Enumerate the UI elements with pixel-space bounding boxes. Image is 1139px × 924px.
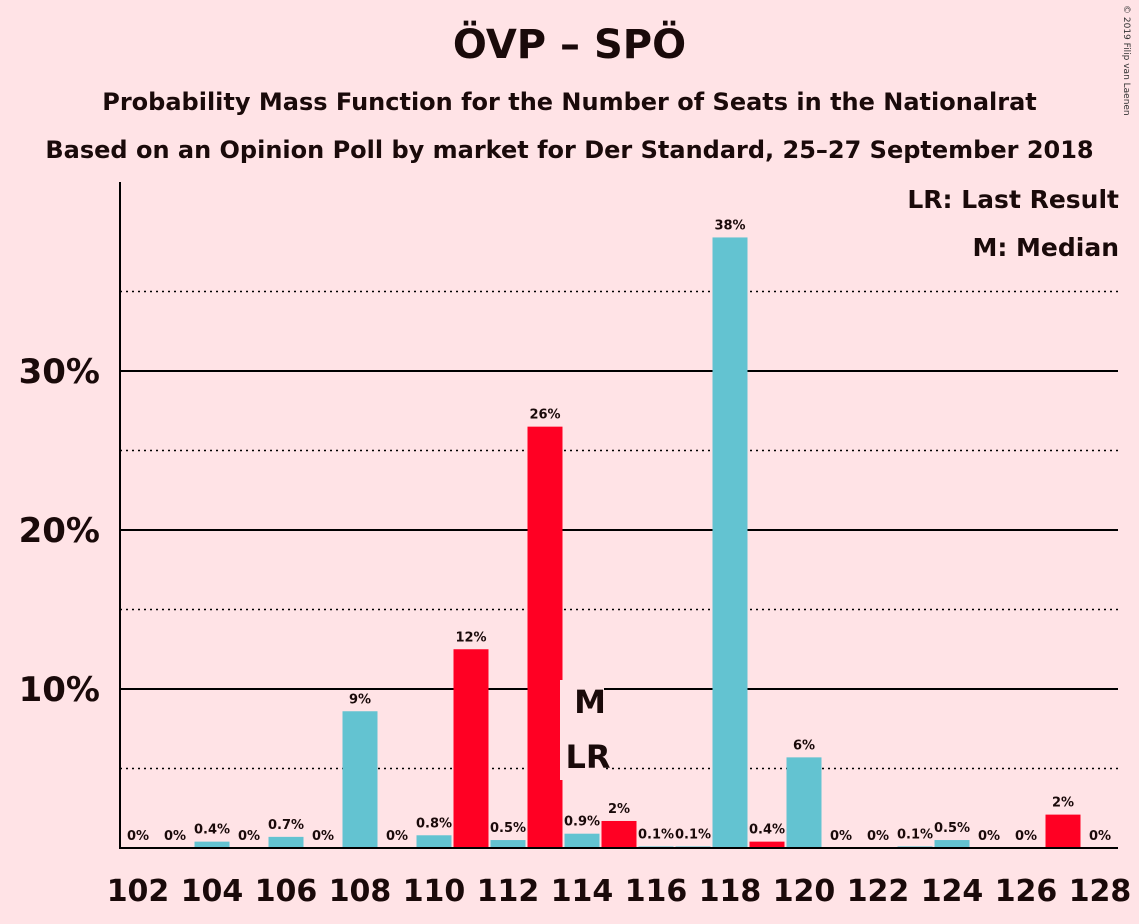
- x-tick-label: 112: [477, 874, 540, 909]
- data-label: 0%: [127, 829, 149, 844]
- x-tick-label: 114: [551, 874, 614, 909]
- median-marker: M: [574, 683, 606, 721]
- bar: [601, 820, 637, 848]
- marker-backdrop: [560, 680, 604, 780]
- x-tick-label: 124: [921, 874, 984, 909]
- data-label: 2%: [608, 802, 630, 817]
- data-label: 0%: [312, 829, 334, 844]
- y-tick-label: 10%: [19, 670, 100, 710]
- bar: [712, 237, 748, 848]
- data-label: 0.9%: [564, 815, 600, 830]
- x-tick-label: 110: [403, 874, 466, 909]
- chart-subtitle: Probability Mass Function for the Number…: [102, 88, 1037, 116]
- data-label: 0.1%: [897, 827, 933, 842]
- bar: [564, 833, 600, 848]
- x-tick-label: 108: [329, 874, 392, 909]
- data-label: 0.7%: [268, 818, 304, 833]
- data-label: 9%: [349, 692, 371, 707]
- data-label: 0.8%: [416, 816, 452, 831]
- data-label: 0%: [830, 829, 852, 844]
- chart-source-subtitle: Based on an Opinion Poll by market for D…: [45, 136, 1094, 164]
- x-tick-label: 128: [1069, 874, 1132, 909]
- data-label: 0.1%: [675, 827, 711, 842]
- bar: [453, 649, 489, 848]
- data-label: 0.1%: [638, 827, 674, 842]
- data-label: 38%: [714, 218, 745, 233]
- x-tick-label: 106: [255, 874, 318, 909]
- bar: [934, 840, 970, 848]
- bar: [342, 711, 378, 848]
- data-label: 0%: [238, 829, 260, 844]
- data-label: 0%: [867, 829, 889, 844]
- legend-last-result: LR: Last Result: [907, 185, 1119, 214]
- data-label: 0.5%: [490, 821, 526, 836]
- data-label: 0.4%: [194, 823, 230, 838]
- bar: [786, 757, 822, 848]
- x-tick-label: 104: [181, 874, 244, 909]
- data-label: 0%: [978, 829, 1000, 844]
- data-label: 0.4%: [749, 823, 785, 838]
- x-tick-label: 116: [625, 874, 688, 909]
- legend-median: M: Median: [972, 233, 1119, 262]
- data-label: 26%: [529, 408, 560, 423]
- bar: [527, 426, 563, 848]
- bar: [416, 835, 452, 848]
- data-label: 0%: [386, 829, 408, 844]
- bar: [268, 836, 304, 848]
- data-label: 2%: [1052, 796, 1074, 811]
- data-label: 0%: [1015, 829, 1037, 844]
- y-tick-label: 30%: [19, 352, 100, 392]
- data-label: 0%: [1089, 829, 1111, 844]
- data-label: 12%: [455, 630, 486, 645]
- chart-title: ÖVP – SPÖ: [452, 22, 687, 68]
- x-tick-label: 118: [699, 874, 762, 909]
- x-tick-label: 120: [773, 874, 836, 909]
- y-tick-label: 20%: [19, 511, 100, 551]
- data-label: 0.5%: [934, 821, 970, 836]
- bar: [194, 841, 230, 848]
- x-tick-label: 102: [107, 874, 170, 909]
- data-label: 0%: [164, 829, 186, 844]
- x-tick-label: 126: [995, 874, 1058, 909]
- x-tick-label: 122: [847, 874, 910, 909]
- last-result-marker: LR: [565, 738, 610, 776]
- bar: [749, 841, 785, 848]
- bar: [490, 840, 526, 848]
- data-label: 6%: [793, 738, 815, 753]
- bar: [1045, 814, 1081, 848]
